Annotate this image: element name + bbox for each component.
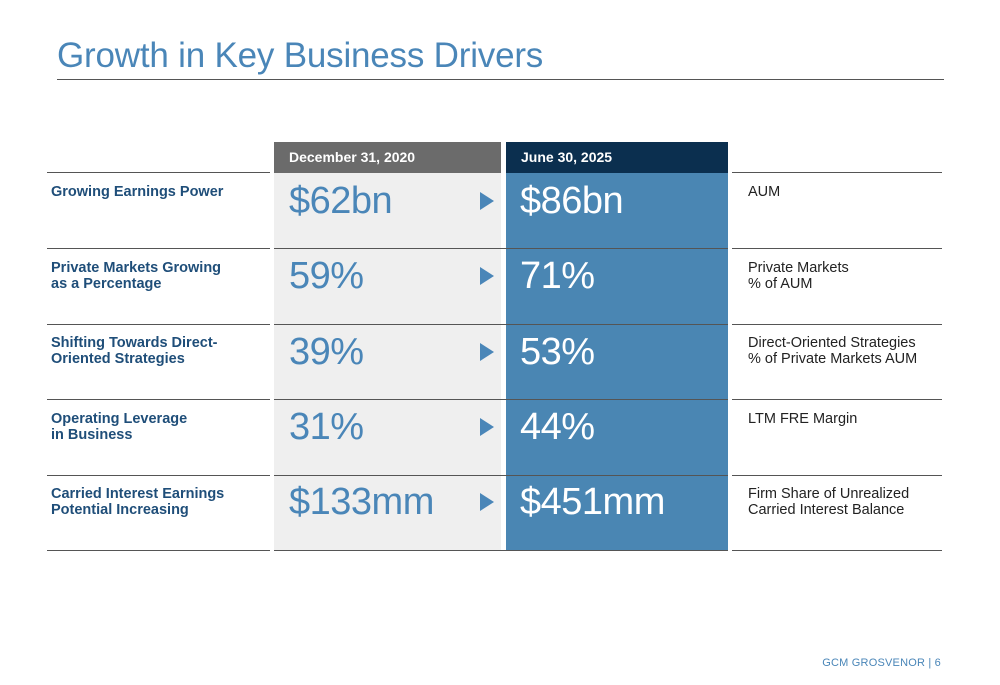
row-divider: [732, 248, 942, 249]
row-label-private-markets: Private Markets Growing as a Percentage: [51, 260, 222, 292]
new-column-background: [506, 172, 728, 550]
row-divider: [274, 475, 728, 476]
old-value-direct-oriented: 39%: [289, 331, 364, 373]
old-column-background: [274, 172, 501, 550]
row-divider: [732, 475, 942, 476]
row-divider: [47, 550, 270, 551]
arrow-right-icon: [480, 418, 494, 436]
row-label-operating-leverage: Operating Leverage in Business: [51, 411, 188, 443]
arrow-right-icon: [480, 493, 494, 511]
row-label-earnings-power: Growing Earnings Power: [51, 184, 224, 200]
new-value-carried-interest: $451mm: [520, 481, 665, 523]
title-divider: [57, 79, 944, 80]
row-divider: [47, 172, 270, 173]
row-divider: [47, 399, 270, 400]
new-value-direct-oriented: 53%: [520, 331, 595, 373]
new-value-fre-margin: 44%: [520, 406, 595, 448]
row-description-fre-margin: LTM FRE Margin: [748, 411, 858, 427]
new-column-header: June 30, 2025: [506, 142, 728, 173]
old-value-fre-margin: 31%: [289, 406, 364, 448]
row-label-carried-interest: Carried Interest Earnings Potential Incr…: [51, 486, 225, 518]
arrow-right-icon: [480, 192, 494, 210]
row-divider: [47, 475, 270, 476]
row-label-direct-oriented: Shifting Towards Direct- Oriented Strate…: [51, 335, 218, 367]
row-description-aum: AUM: [748, 184, 781, 200]
row-divider: [47, 324, 270, 325]
arrow-right-icon: [480, 343, 494, 361]
row-divider: [274, 248, 728, 249]
new-value-private-markets: 71%: [520, 255, 595, 297]
row-description-private-markets: Private Markets % of AUM: [748, 260, 849, 292]
page-footer: GCM GROSVENOR | 6: [822, 657, 941, 669]
row-divider: [732, 172, 942, 173]
row-divider: [732, 550, 942, 551]
old-value-private-markets: 59%: [289, 255, 364, 297]
row-divider: [47, 248, 270, 249]
arrow-right-icon: [480, 267, 494, 285]
row-description-carried-interest: Firm Share of Unrealized Carried Interes…: [748, 486, 910, 518]
row-divider: [732, 399, 942, 400]
page-title: Growth in Key Business Drivers: [57, 36, 544, 75]
row-divider: [274, 324, 728, 325]
row-description-direct-oriented: Direct-Oriented Strategies % of Private …: [748, 335, 918, 367]
old-value-aum: $62bn: [289, 180, 393, 222]
row-divider: [732, 324, 942, 325]
old-column-header: December 31, 2020: [274, 142, 501, 173]
old-value-carried-interest: $133mm: [289, 481, 434, 523]
row-divider: [274, 550, 728, 551]
row-divider: [274, 399, 728, 400]
new-value-aum: $86bn: [520, 180, 624, 222]
